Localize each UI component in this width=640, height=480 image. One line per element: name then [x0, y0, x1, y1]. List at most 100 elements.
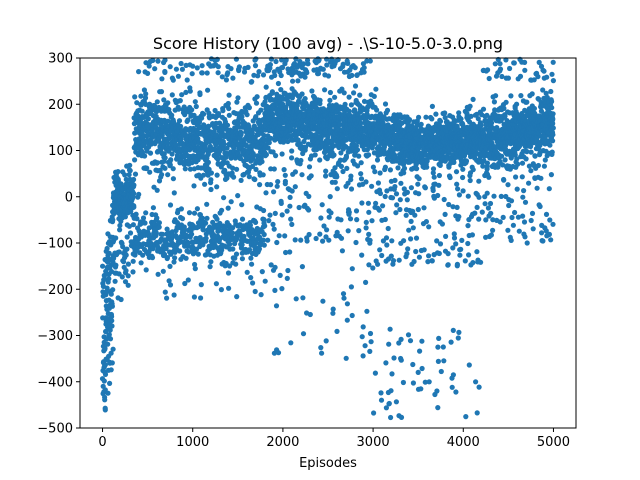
scatter-point [119, 274, 125, 280]
scatter-point [160, 231, 166, 237]
scatter-point [500, 162, 506, 168]
scatter-point [446, 201, 452, 208]
scatter-point [470, 260, 476, 266]
scatter-point [404, 197, 410, 203]
scatter-point [192, 261, 198, 268]
scatter-point [162, 57, 168, 63]
scatter-point [249, 261, 255, 267]
scatter-point [370, 265, 376, 271]
scatter-point [522, 67, 528, 73]
scatter-point [502, 157, 508, 163]
scatter-point [319, 350, 325, 356]
scatter-point [273, 58, 279, 65]
scatter-point [107, 327, 113, 333]
scatter-point [125, 273, 131, 279]
scatter-point [230, 75, 236, 81]
scatter-point [253, 114, 259, 120]
scatter-point [108, 367, 114, 373]
scatter-point [349, 312, 355, 319]
scatter-point [435, 405, 441, 411]
scatter-point [436, 172, 442, 179]
scatter-point [398, 414, 405, 420]
scatter-point [257, 182, 263, 188]
scatter-point [208, 177, 214, 183]
scatter-point [162, 289, 168, 295]
scatter-point [251, 72, 257, 78]
scatter-point [463, 414, 469, 420]
scatter-point [221, 195, 227, 201]
scatter-point [332, 94, 338, 100]
scatter-point [292, 169, 298, 175]
scatter-point [383, 405, 389, 411]
scatter-point [532, 153, 538, 159]
scatter-point [110, 287, 116, 293]
scatter-point [204, 70, 210, 76]
scatter-point [448, 339, 454, 345]
scatter-point [118, 296, 124, 303]
scatter-point [408, 218, 414, 224]
scatter-point [376, 207, 382, 213]
scatter-point [279, 57, 285, 63]
scatter-point [192, 266, 198, 272]
scatter-point [405, 332, 412, 338]
scatter-point [215, 156, 221, 162]
scatter-point [131, 204, 137, 210]
scatter-point [386, 400, 392, 407]
scatter-point [493, 93, 499, 99]
scatter-point [438, 368, 444, 375]
scatter-point [371, 93, 377, 99]
scatter-point [103, 328, 109, 335]
scatter-point [454, 261, 460, 267]
scatter-point [450, 245, 456, 251]
scatter-point [435, 192, 441, 199]
scatter-point [363, 179, 369, 185]
scatter-point [457, 252, 463, 258]
scatter-point [202, 181, 208, 187]
scatter-point [320, 238, 326, 244]
scatter-point [389, 371, 395, 377]
scatter-point [121, 259, 127, 265]
scatter-point [271, 226, 277, 232]
scatter-point [191, 294, 197, 300]
scatter-point [490, 217, 496, 223]
scatter-point [344, 317, 350, 323]
scatter-point [182, 112, 188, 118]
scatter-point [258, 107, 264, 113]
scatter-point [511, 60, 517, 66]
scatter-point [287, 194, 293, 200]
scatter-point [485, 67, 491, 73]
scatter-point [257, 234, 263, 240]
scatter-point [384, 242, 390, 248]
scatter-point [550, 132, 556, 138]
scatter-point [191, 210, 198, 216]
scatter-point [478, 122, 484, 128]
scatter-point [374, 157, 381, 163]
scatter-point [398, 336, 404, 342]
scatter-point [396, 257, 402, 263]
scatter-point [279, 151, 285, 157]
scatter-point [423, 219, 429, 225]
scatter-point [400, 379, 406, 386]
scatter-point [424, 164, 430, 170]
scatter-point [388, 253, 394, 259]
scatter-point [300, 331, 307, 337]
scatter-point [339, 86, 345, 92]
scatter-point [355, 163, 361, 169]
scatter-point [224, 145, 230, 151]
scatter-point [312, 152, 318, 158]
scatter-point [450, 204, 456, 210]
scatter-point [474, 204, 480, 210]
scatter-point [317, 231, 323, 237]
scatter-point [393, 210, 399, 216]
scatter-point [261, 207, 267, 214]
scatter-point [212, 107, 218, 114]
scatter-point [353, 143, 359, 149]
scatter-point [320, 298, 326, 304]
scatter-point [381, 144, 387, 150]
scatter-point [482, 126, 488, 132]
scatter-point [122, 279, 129, 285]
scatter-point [389, 238, 395, 244]
scatter-point [226, 105, 232, 112]
scatter-point [185, 277, 191, 283]
scatter-point [126, 223, 132, 229]
